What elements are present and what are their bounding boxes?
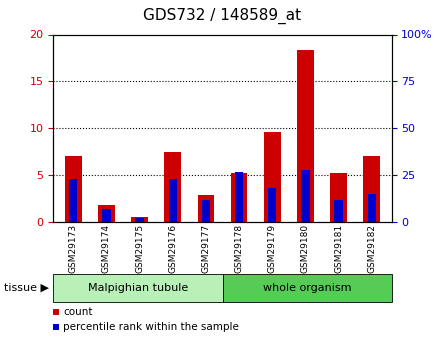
Bar: [135, 218, 144, 222]
Bar: [330, 174, 347, 222]
Bar: [297, 50, 314, 222]
Text: count: count: [64, 307, 93, 317]
Bar: [264, 132, 280, 222]
Bar: [368, 194, 376, 222]
Bar: [98, 205, 115, 222]
Bar: [364, 157, 380, 222]
Bar: [231, 174, 247, 222]
Text: tissue ▶: tissue ▶: [4, 283, 49, 293]
Bar: [131, 217, 148, 222]
Bar: [202, 200, 210, 222]
Text: whole organism: whole organism: [263, 283, 351, 293]
Bar: [169, 179, 177, 222]
Bar: [165, 152, 181, 222]
Text: GDS732 / 148589_at: GDS732 / 148589_at: [143, 8, 302, 24]
Text: Malpighian tubule: Malpighian tubule: [88, 283, 188, 293]
Bar: [268, 188, 276, 222]
Bar: [334, 200, 343, 222]
Bar: [65, 157, 81, 222]
Bar: [69, 179, 77, 222]
Text: percentile rank within the sample: percentile rank within the sample: [64, 322, 239, 332]
Bar: [301, 170, 310, 222]
Bar: [102, 209, 111, 222]
Bar: [235, 171, 243, 222]
Bar: [198, 195, 214, 222]
